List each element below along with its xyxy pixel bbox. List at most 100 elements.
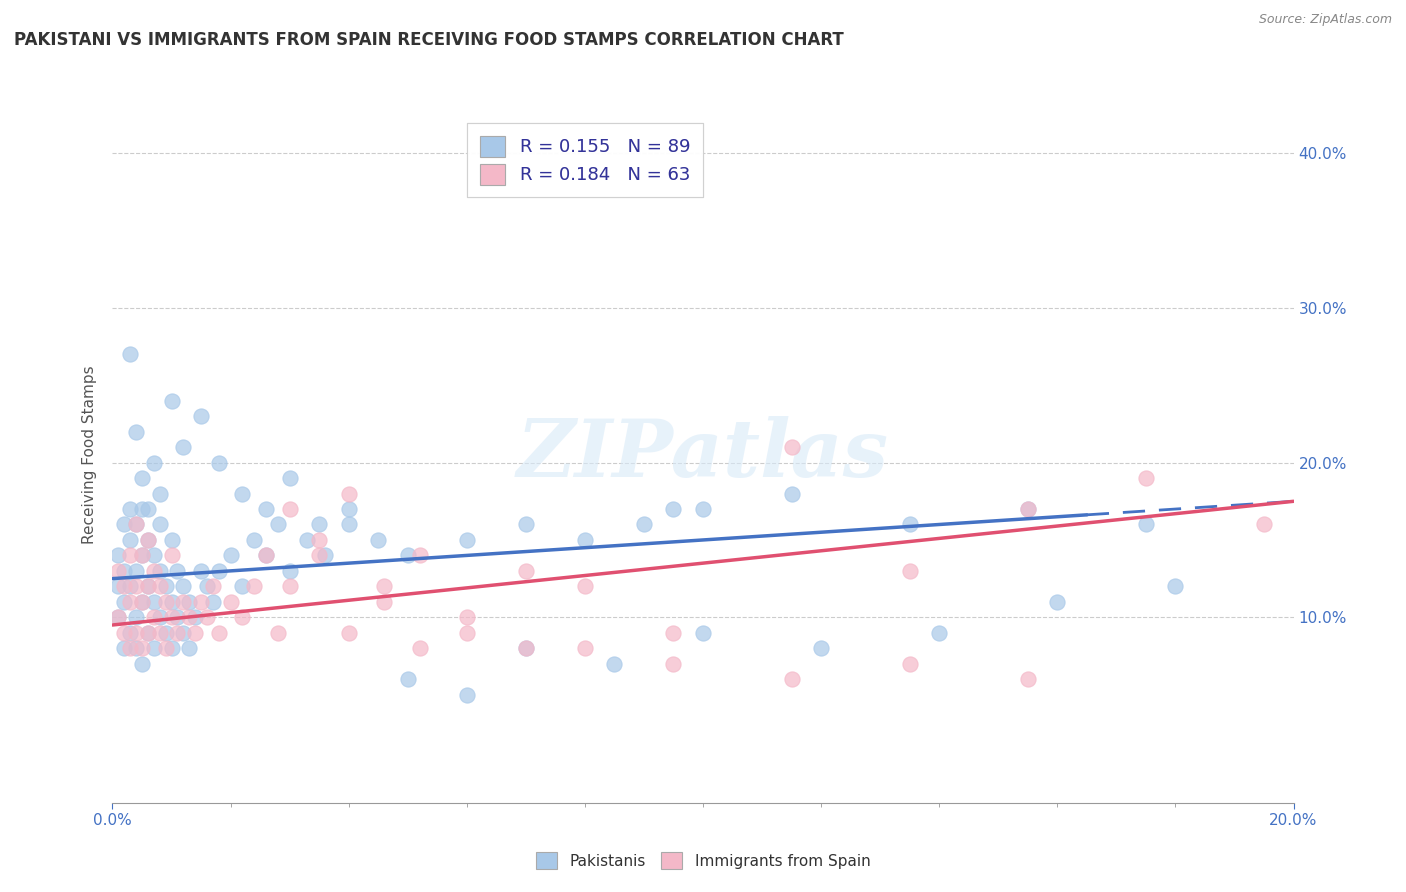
Point [267, 625, 290, 640]
Point [1017, 502, 1039, 516]
Point [456, 688, 478, 702]
Point [120, 641, 142, 656]
Point [267, 517, 290, 532]
Point [515, 564, 537, 578]
Point [278, 502, 301, 516]
Text: PAKISTANI VS IMMIGRANTS FROM SPAIN RECEIVING FOOD STAMPS CORRELATION CHART: PAKISTANI VS IMMIGRANTS FROM SPAIN RECEI… [14, 31, 844, 49]
Point [208, 564, 231, 578]
Point [160, 533, 183, 547]
Point [160, 610, 183, 624]
Legend: R = 0.155   N = 89, R = 0.184   N = 63: R = 0.155 N = 89, R = 0.184 N = 63 [467, 123, 703, 197]
Point [254, 502, 277, 516]
Point [692, 625, 714, 640]
Point [172, 625, 194, 640]
Point [208, 625, 231, 640]
Legend: Pakistanis, Immigrants from Spain: Pakistanis, Immigrants from Spain [530, 846, 876, 875]
Point [155, 579, 177, 593]
Point [166, 625, 188, 640]
Point [131, 595, 153, 609]
Point [190, 409, 212, 424]
Point [231, 579, 253, 593]
Point [1164, 579, 1187, 593]
Point [131, 641, 153, 656]
Point [112, 641, 135, 656]
Point [131, 595, 153, 609]
Point [367, 533, 389, 547]
Point [810, 641, 832, 656]
Point [308, 533, 330, 547]
Point [160, 595, 183, 609]
Point [136, 533, 159, 547]
Point [898, 564, 921, 578]
Point [456, 533, 478, 547]
Point [120, 549, 142, 563]
Point [515, 641, 537, 656]
Point [373, 595, 395, 609]
Point [314, 549, 336, 563]
Point [456, 625, 478, 640]
Y-axis label: Receiving Food Stamps: Receiving Food Stamps [82, 366, 97, 544]
Point [396, 672, 419, 686]
Point [254, 549, 277, 563]
Point [107, 610, 129, 624]
Point [337, 502, 360, 516]
Point [515, 641, 537, 656]
Point [928, 625, 950, 640]
Point [172, 440, 194, 454]
Point [780, 486, 803, 500]
Point [125, 625, 148, 640]
Point [231, 486, 253, 500]
Point [142, 549, 165, 563]
Point [155, 625, 177, 640]
Point [112, 625, 135, 640]
Point [149, 517, 172, 532]
Point [278, 579, 301, 593]
Point [408, 549, 430, 563]
Point [219, 549, 242, 563]
Point [308, 549, 330, 563]
Point [662, 657, 685, 671]
Point [337, 625, 360, 640]
Point [136, 579, 159, 593]
Point [201, 579, 224, 593]
Point [107, 564, 129, 578]
Point [692, 502, 714, 516]
Point [780, 672, 803, 686]
Text: Source: ZipAtlas.com: Source: ZipAtlas.com [1258, 13, 1392, 27]
Point [120, 502, 142, 516]
Point [1017, 502, 1039, 516]
Point [149, 625, 172, 640]
Point [125, 641, 148, 656]
Point [195, 579, 218, 593]
Point [120, 579, 142, 593]
Point [396, 549, 419, 563]
Point [149, 610, 172, 624]
Point [149, 579, 172, 593]
Text: ZIPatlas: ZIPatlas [517, 417, 889, 493]
Point [243, 579, 266, 593]
Point [142, 595, 165, 609]
Point [633, 517, 655, 532]
Point [125, 610, 148, 624]
Point [107, 549, 129, 563]
Point [456, 610, 478, 624]
Point [107, 610, 129, 624]
Point [172, 595, 194, 609]
Point [278, 471, 301, 485]
Point [254, 549, 277, 563]
Point [780, 440, 803, 454]
Point [120, 347, 142, 361]
Point [125, 517, 148, 532]
Point [278, 564, 301, 578]
Point [160, 549, 183, 563]
Point [125, 564, 148, 578]
Point [1135, 471, 1157, 485]
Point [574, 641, 596, 656]
Point [136, 533, 159, 547]
Point [160, 641, 183, 656]
Point [142, 456, 165, 470]
Point [131, 549, 153, 563]
Point [131, 502, 153, 516]
Point [190, 564, 212, 578]
Point [136, 625, 159, 640]
